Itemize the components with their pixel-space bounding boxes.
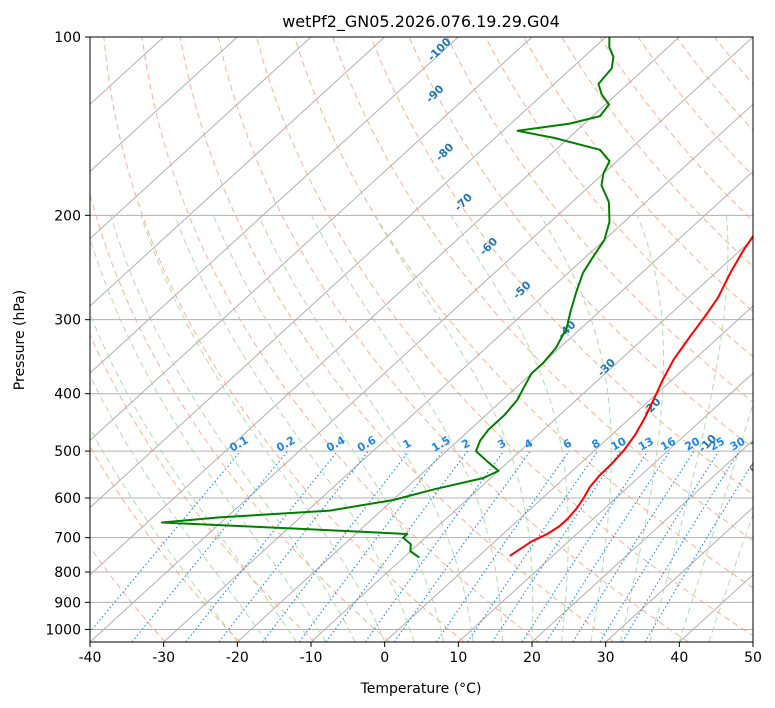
dry-adiabat-label: 0: [747, 461, 762, 476]
dry-adiabat: [294, 37, 753, 589]
mixing-ratio-line: [364, 450, 505, 642]
y-tick-label: 900: [54, 595, 81, 611]
isotherm-line: [163, 103, 753, 642]
y-tick-label: 700: [54, 531, 81, 547]
plot-frame: [89, 36, 754, 643]
dry-adiabat: [256, 37, 753, 637]
moist-adiabat: [90, 374, 268, 642]
dry-adiabat: [484, 37, 753, 358]
mixing-ratio-line: [491, 450, 621, 642]
isotherm-line: [90, 37, 753, 642]
moist-adiabat: [110, 215, 356, 642]
y-tick-label: 800: [54, 565, 81, 581]
isotherm-line: [90, 37, 238, 173]
x-axis-label: Temperature (°C): [360, 681, 482, 697]
mixing-ratio-line: [185, 450, 339, 642]
mixing-ratio-line: [393, 450, 531, 642]
axes: -40 -30 -20 -10 0 10 20 30 40 50 100 200 300 400 500 60…: [45, 30, 762, 666]
x-tick-label: 40: [670, 650, 688, 666]
moist-adiabat: [450, 215, 569, 642]
mixing-ratio-label: 36: [748, 434, 768, 453]
isotherm-line: [90, 37, 312, 240]
x-tick-label: -30: [152, 650, 175, 666]
y-axis-label: Pressure (hPa): [12, 290, 28, 390]
moist-adiabat: [90, 236, 327, 642]
moist-adiabat: [257, 215, 474, 642]
isotherm-line: [90, 37, 607, 509]
x-tick-label: -40: [79, 650, 102, 666]
y-tick-label: 1000: [45, 622, 81, 638]
dry-adiabat: [179, 37, 614, 642]
dry-adiabat: [90, 192, 390, 642]
x-tick-label: 20: [523, 650, 541, 666]
moist-adiabat: [213, 215, 445, 642]
dry-adiabat: [103, 37, 465, 642]
mixing-ratio-line: [521, 450, 649, 642]
isotherm-line: [236, 170, 753, 642]
y-tick-label: 200: [54, 208, 81, 224]
dry-adiabat: [217, 37, 689, 642]
isotherm-line: [90, 37, 533, 442]
dry-adiabat: [446, 37, 753, 403]
isotherm-line: [384, 305, 753, 642]
mixing-ratio-line: [298, 450, 444, 642]
dry-adiabat: [332, 37, 753, 542]
isotherm-line: [531, 439, 753, 642]
mixing-ratio-line: [435, 450, 570, 642]
x-tick-label: 10: [449, 650, 467, 666]
temperature-profile: [509, 234, 753, 557]
x-tick-label: 0: [380, 650, 389, 666]
x-tick-label: -20: [226, 650, 249, 666]
y-tick-label: 100: [54, 30, 81, 46]
dewpoint-profile: [161, 37, 615, 559]
dry-adiabat: [523, 37, 753, 313]
chart-title: wetPf2_GN05.2026.076.19.29.G04: [282, 12, 560, 32]
y-tick-label: 300: [54, 313, 81, 329]
x-tick-label: 30: [597, 650, 615, 666]
mixing-ratio-line: [621, 450, 740, 642]
isotherm-line: [90, 37, 386, 307]
moist-adiabat: [90, 427, 238, 642]
mixing-ratio-line: [90, 450, 242, 633]
isotherm-line: [605, 506, 753, 642]
x-tick-label: 50: [744, 650, 762, 666]
mixing-ratio-line: [262, 450, 410, 642]
isotherm-line: [310, 237, 753, 642]
isotherm-line: [90, 37, 680, 576]
x-tick-label: -10: [300, 650, 323, 666]
dry-adiabat: [141, 37, 540, 642]
y-tick-label: 400: [54, 387, 81, 403]
moist-adiabat: [310, 215, 503, 642]
mixing-ratio-line: [467, 450, 599, 642]
moist-adiabat: [539, 215, 612, 642]
moist-adiabat: [90, 312, 297, 642]
moist-adiabat: [140, 215, 386, 642]
moist-adiabat: [619, 215, 664, 642]
dry-adiabat: [408, 37, 753, 449]
dry-adiabat: [370, 37, 753, 495]
mixing-ratio-line: [545, 450, 671, 642]
mixing-ratio-line: [572, 450, 695, 642]
dry-adiabat: [90, 546, 166, 642]
moist-adiabat: [374, 215, 534, 642]
mixing-ratio-line: [131, 450, 289, 642]
isotherm-line: [90, 37, 459, 374]
y-tick-label: 500: [54, 444, 81, 460]
mixing-ratio-line: [325, 450, 468, 642]
y-tick-label: 600: [54, 491, 81, 507]
